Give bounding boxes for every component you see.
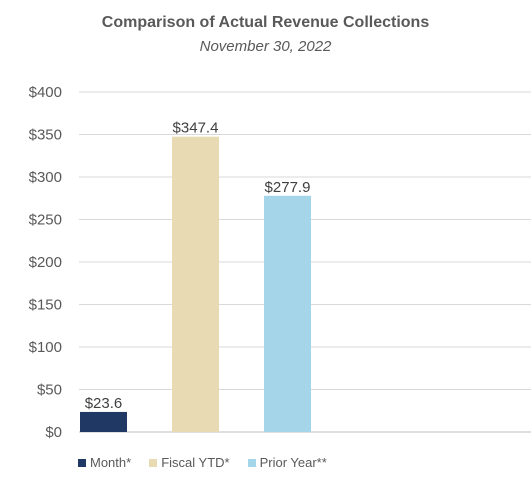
legend-swatch-fiscal-ytd [149,458,158,467]
legend-item-prior-year: Prior Year** [247,455,327,470]
legend-item-month: Month* [78,455,131,470]
y-tick-label: $400 [29,84,62,101]
legend-swatch-prior-year [247,458,256,467]
bar [264,195,311,432]
y-tick-label: $100 [29,339,62,356]
y-tick-label: $150 [29,297,62,314]
chart-subtitle: November 30, 2022 [199,38,332,55]
legend-label-fiscal-ytd: Fiscal YTD* [161,455,230,470]
y-tick-label: $200 [29,254,62,271]
chart-title: Comparison of Actual Revenue Collections [101,14,430,31]
legend-label-prior-year: Prior Year** [259,455,327,470]
bar [80,411,127,432]
legend-label-month: Month* [90,455,132,470]
legend-item-fiscal-ytd: Fiscal YTD* [149,455,230,470]
legend-swatch-month [78,458,86,467]
legend: Month* Fiscal YTD* Prior Year** [78,455,327,470]
y-tick-label: $50 [37,382,62,399]
y-tick-label: $300 [29,169,62,186]
y-tick-label: $0 [45,424,62,441]
data-label: $23.6 [85,395,123,412]
y-tick-label: $250 [29,212,62,229]
data-label: $277.9 [265,179,311,196]
bar [172,136,219,432]
y-tick-label: $350 [29,127,62,144]
data-label: $347.4 [173,120,219,137]
